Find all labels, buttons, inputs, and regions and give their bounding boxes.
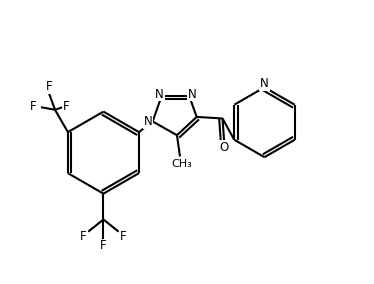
Text: F: F [100, 239, 107, 252]
Text: O: O [220, 141, 229, 154]
Text: F: F [46, 80, 52, 93]
Text: N: N [260, 77, 269, 90]
Text: F: F [30, 100, 36, 113]
Text: F: F [80, 230, 87, 243]
Text: F: F [63, 100, 70, 113]
Text: CH₃: CH₃ [171, 159, 192, 169]
Text: F: F [120, 230, 126, 243]
Text: N: N [144, 115, 153, 128]
Text: N: N [188, 88, 196, 101]
Text: N: N [155, 88, 164, 101]
